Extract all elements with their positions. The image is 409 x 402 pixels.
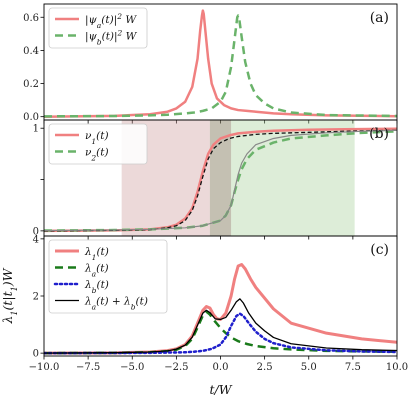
series-line-1-3 — [44, 129, 397, 232]
legend-label: |ψb(t)|2 W — [85, 28, 138, 46]
x-tick-label: 2.5 — [257, 362, 273, 373]
series-line-2-3 — [44, 298, 397, 354]
x-tick-label: −5.0 — [120, 362, 144, 373]
y-tick-label: 0.4 — [23, 46, 39, 57]
legend-box — [48, 239, 168, 314]
y-tick-label: 2 — [33, 292, 39, 303]
panel-label: (c) — [370, 242, 389, 258]
panel-a: 0.0 0.2 0.4 0.6 (a) |ψa(t)|2 W|ψb(t)|2 W — [23, 3, 398, 124]
x-tick-label: 10.0 — [386, 362, 408, 373]
series-line-2-1 — [44, 310, 397, 355]
y-tick-label: 0.6 — [23, 13, 39, 24]
x-tick-label: 5.0 — [301, 362, 317, 373]
legend-label: λb(t) — [84, 279, 109, 295]
legend: |ψa(t)|2 W|ψb(t)|2 W — [48, 7, 148, 49]
y-tick-label: 1 — [33, 124, 39, 135]
x-tick-label: 0.0 — [213, 362, 229, 373]
legend-label: ν1(t) — [85, 130, 109, 146]
legend-label: |ψa(t)|2 W — [85, 12, 137, 30]
shaded-region-1 — [209, 120, 232, 236]
y-tick-label: 0.0 — [23, 112, 39, 123]
legend-label: λa(t) + λb(t) — [84, 296, 148, 312]
series-line-2-2 — [44, 312, 397, 355]
legend-label: λ1(t) — [84, 246, 109, 262]
series-line-0-0 — [44, 9, 397, 118]
x-tick-label: −7.5 — [76, 362, 100, 373]
x-tick-label: −2.5 — [164, 362, 188, 373]
y-tick-label: 0 — [33, 349, 39, 360]
x-tick-label: −10.0 — [29, 362, 60, 373]
panel-c: 0 2 4 −10.0 −7.5 −5.0 −2.5 0.0 2.5 5.0 7.5 10.0 (c) λ… — [29, 234, 408, 373]
legend-label: ν2(t) — [85, 147, 109, 163]
x-axis-label: t/W — [209, 382, 232, 397]
y-tick-label: 4 — [33, 234, 39, 245]
y-tick-label: 0.2 — [23, 79, 39, 90]
legend: ν1(t)ν2(t) — [48, 123, 148, 165]
legend: λ1(t)λa(t)λb(t)λa(t) + λb(t) — [48, 239, 168, 314]
shaded-region-2 — [231, 120, 355, 236]
legend-label: λa(t) — [84, 263, 109, 279]
panel-b: 0 1 (b) ν1(t)ν2(t) — [33, 119, 398, 240]
y-tick-label: 0 — [33, 226, 39, 237]
panel-label: (a) — [370, 10, 389, 26]
series-line-1-2 — [44, 129, 397, 232]
y-axis-label: λ1(t|t1)W — [0, 267, 19, 324]
panel-label: (b) — [369, 126, 389, 142]
x-tick-label: 7.5 — [345, 362, 361, 373]
